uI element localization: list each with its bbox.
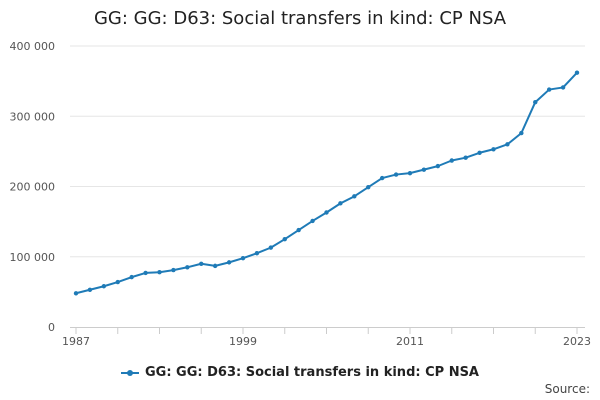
data-point [560, 85, 566, 90]
y-tick-label: 300 000 [10, 110, 56, 123]
data-point [199, 261, 204, 266]
data-point [338, 201, 343, 206]
series-line [75, 72, 578, 295]
source-label: Source: [544, 382, 590, 396]
data-point [477, 150, 482, 155]
data-point [366, 185, 371, 190]
chart-title: GG: GG: D63: Social transfers in kind: C… [93, 8, 507, 29]
legend: GG: GG: D63: Social transfers in kind: C… [0, 365, 600, 380]
data-point [505, 142, 510, 147]
data-point [171, 267, 176, 273]
data-point [393, 172, 399, 177]
series-line-layer [75, 72, 578, 295]
y-tick-label: 100 000 [10, 251, 56, 264]
data-point [546, 87, 552, 92]
data-point [226, 260, 232, 265]
data-point [463, 155, 468, 160]
data-point [324, 210, 329, 215]
data-point [491, 147, 496, 152]
data-point [254, 251, 260, 256]
data-point [87, 287, 93, 292]
data-point [268, 245, 274, 250]
x-tick-label: 2023 [563, 335, 591, 348]
data-point [143, 270, 148, 276]
data-point [379, 175, 385, 181]
legend-label: GG: GG: D63: Social transfers in kind: C… [144, 365, 479, 380]
data-point [212, 263, 218, 269]
data-point [129, 274, 134, 280]
x-tick-label: 1987 [62, 335, 90, 348]
y-tick-label: 200 000 [10, 181, 56, 194]
data-point [157, 270, 162, 275]
data-point [533, 100, 538, 105]
data-point [101, 284, 107, 289]
y-tick-label: 0 [48, 321, 55, 334]
x-tick-label: 1999 [229, 335, 257, 348]
data-point [574, 70, 580, 75]
y-tick-label: 400 000 [10, 40, 56, 53]
data-point [73, 291, 79, 296]
gridlines [70, 45, 585, 258]
data-point [185, 265, 190, 270]
axes: 0 100 000 200 000 300 000 400 000 1987 1999 201… [10, 40, 592, 348]
data-point [310, 218, 315, 224]
data-point [519, 130, 524, 136]
data-point [240, 255, 246, 261]
data-point [282, 236, 287, 242]
data-point [296, 227, 301, 233]
data-point [407, 170, 413, 176]
data-point [352, 194, 357, 199]
data-point [435, 163, 441, 169]
series-points-layer [73, 70, 580, 296]
data-point [449, 158, 454, 163]
legend-swatch [120, 369, 139, 376]
data-point [115, 279, 120, 285]
data-point [421, 167, 427, 172]
x-tick-label: 2011 [396, 335, 424, 348]
